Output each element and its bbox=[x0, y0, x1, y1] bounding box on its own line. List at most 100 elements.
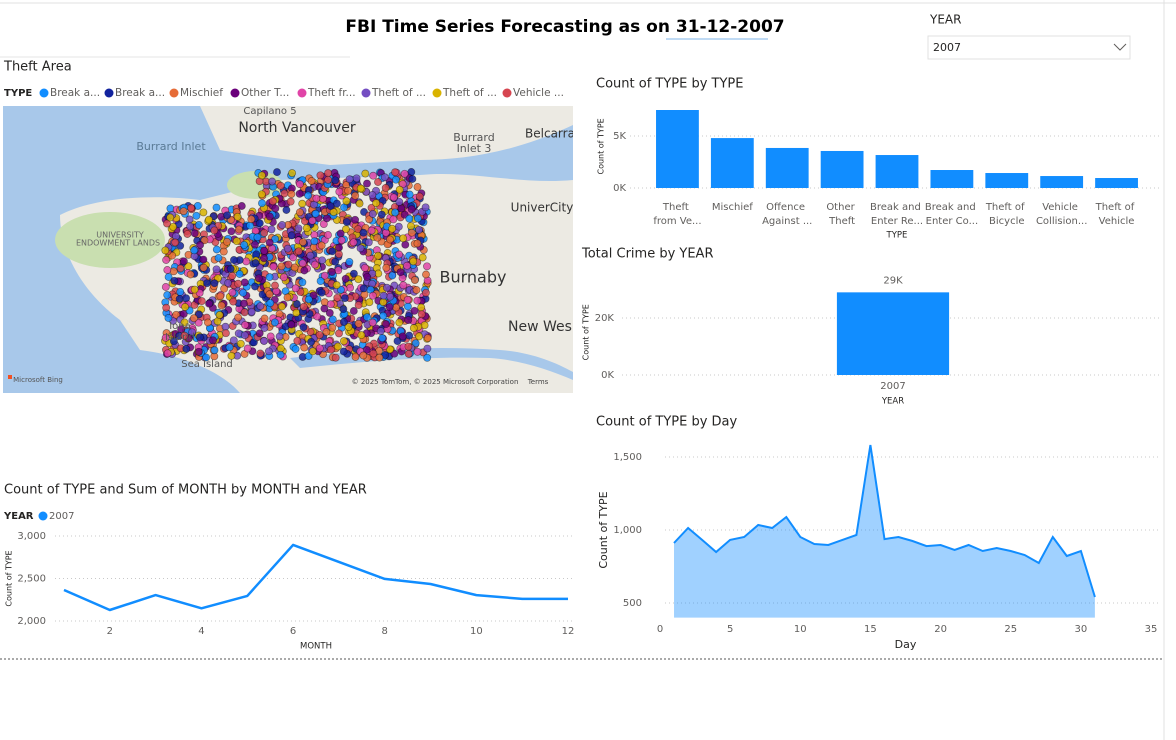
map-point bbox=[260, 314, 269, 323]
map-point bbox=[311, 260, 319, 269]
map-point bbox=[365, 215, 374, 224]
map-point bbox=[339, 347, 348, 356]
y-tick-label: 2,500 bbox=[17, 574, 46, 585]
map-label: Burrard Inlet bbox=[136, 140, 206, 153]
map-point bbox=[214, 254, 223, 262]
map-point bbox=[335, 243, 343, 252]
map-point bbox=[316, 171, 325, 180]
map-point bbox=[404, 349, 413, 358]
map-point bbox=[234, 313, 243, 322]
map-point bbox=[326, 202, 335, 211]
y-axis-label: Count of TYPE bbox=[582, 304, 591, 360]
map-point bbox=[239, 299, 248, 308]
map-point bbox=[335, 329, 343, 338]
y-tick-label: 500 bbox=[623, 598, 642, 609]
y-tick-label: 0K bbox=[613, 183, 626, 194]
map-point bbox=[329, 208, 338, 217]
map-point bbox=[260, 254, 268, 263]
x-tick-label: Theft from Ve... bbox=[653, 202, 701, 227]
slicer-dropdown[interactable] bbox=[927, 35, 1131, 60]
map-point bbox=[389, 193, 398, 202]
map-point bbox=[423, 334, 432, 342]
map-point bbox=[368, 291, 377, 300]
map-point bbox=[368, 318, 377, 327]
map-point bbox=[260, 246, 269, 255]
map-point bbox=[229, 256, 238, 264]
map-point bbox=[313, 312, 322, 321]
map-point bbox=[223, 237, 231, 246]
map-label: Inlet 3 bbox=[457, 142, 492, 155]
map-point bbox=[212, 203, 221, 212]
map-point bbox=[196, 241, 205, 249]
legend-marker bbox=[432, 88, 442, 98]
map-point bbox=[410, 276, 419, 285]
map-point bbox=[337, 236, 346, 245]
map-point bbox=[276, 181, 285, 190]
dropdown-chevron[interactable] bbox=[1113, 43, 1127, 51]
map-point bbox=[166, 204, 175, 213]
map-label: Belcarra bbox=[525, 127, 575, 141]
y-tick-label: 1,000 bbox=[613, 525, 642, 536]
x-tick-label: Mischief bbox=[712, 202, 753, 213]
y-axis-label: Count of TYPE bbox=[5, 550, 14, 606]
map-point bbox=[268, 197, 277, 206]
map-point bbox=[227, 351, 236, 360]
map-point bbox=[403, 295, 412, 304]
map-point bbox=[224, 279, 233, 287]
map-point bbox=[334, 250, 343, 259]
map-point bbox=[417, 303, 426, 312]
bar bbox=[1040, 176, 1084, 188]
y-tick-label: 1,500 bbox=[613, 452, 642, 463]
map-point bbox=[374, 178, 382, 186]
x-tick-label: 0 bbox=[657, 624, 663, 635]
map-point bbox=[287, 190, 296, 199]
map-point bbox=[179, 207, 188, 216]
map-point bbox=[283, 244, 292, 253]
map-point bbox=[236, 339, 245, 348]
map-point bbox=[275, 332, 284, 341]
page-title: FBI Time Series Forecasting as on 31-12-… bbox=[345, 17, 784, 37]
chart-title: Count of TYPE and Sum of MONTH by MONTH … bbox=[4, 483, 367, 498]
chart-title: Count of TYPE by Day bbox=[596, 415, 738, 430]
map-point bbox=[304, 295, 313, 304]
map-point bbox=[267, 225, 276, 234]
map-point bbox=[239, 288, 248, 297]
map-point bbox=[326, 345, 335, 354]
map-point bbox=[356, 184, 365, 193]
map-point bbox=[354, 225, 363, 234]
map-point bbox=[328, 323, 337, 332]
map-point bbox=[226, 264, 235, 273]
map-point bbox=[273, 168, 281, 177]
map-point bbox=[210, 346, 219, 355]
map-point bbox=[188, 328, 197, 337]
map-point bbox=[186, 270, 195, 279]
map-point bbox=[295, 180, 304, 189]
line bbox=[63, 543, 568, 612]
map-point bbox=[328, 315, 337, 324]
map-point bbox=[344, 322, 353, 331]
map-point bbox=[408, 175, 417, 183]
map-point bbox=[391, 208, 400, 217]
map-point bbox=[270, 318, 279, 327]
map-point bbox=[421, 203, 430, 212]
map-point bbox=[162, 303, 171, 312]
map-point bbox=[423, 353, 432, 362]
map-point bbox=[295, 208, 304, 217]
map-point bbox=[415, 332, 424, 341]
map-point bbox=[279, 273, 288, 282]
map-point bbox=[203, 318, 212, 327]
map-point bbox=[276, 350, 285, 359]
x-tick-label: 15 bbox=[864, 624, 877, 635]
map-point bbox=[183, 230, 192, 238]
map-point bbox=[202, 353, 211, 362]
map-point bbox=[304, 191, 313, 200]
map-point bbox=[229, 336, 238, 345]
area-line bbox=[673, 444, 1096, 598]
bar bbox=[836, 292, 950, 375]
map-point bbox=[180, 318, 189, 327]
map-point bbox=[328, 247, 337, 256]
map-point bbox=[372, 199, 381, 208]
bar bbox=[875, 155, 919, 188]
chart-title: Total Crime by YEAR bbox=[581, 247, 713, 262]
map-point bbox=[292, 308, 301, 317]
